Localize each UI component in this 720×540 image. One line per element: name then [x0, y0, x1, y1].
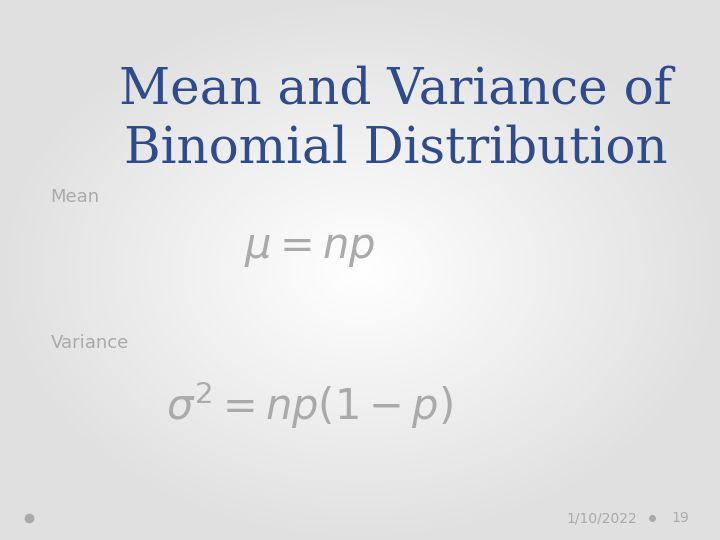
Text: 19: 19: [672, 511, 689, 525]
Text: 1/10/2022: 1/10/2022: [567, 511, 637, 525]
Text: Mean: Mean: [50, 188, 99, 206]
Text: $\sigma^2 = np(1-p)$: $\sigma^2 = np(1-p)$: [166, 379, 453, 431]
Text: $\mu = np$: $\mu = np$: [244, 227, 375, 269]
Text: Mean and Variance of
Binomial Distribution: Mean and Variance of Binomial Distributi…: [120, 65, 672, 173]
Text: Variance: Variance: [50, 334, 129, 352]
